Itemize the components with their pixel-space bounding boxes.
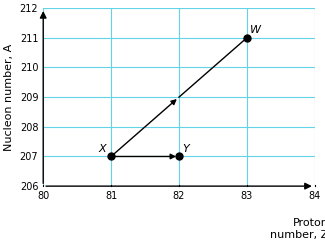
X-axis label: Proton
number, Z: Proton number, Z	[270, 218, 325, 240]
Text: W: W	[250, 25, 261, 35]
Y-axis label: Nucleon number, A: Nucleon number, A	[4, 44, 14, 151]
Text: X: X	[98, 143, 106, 154]
Text: Y: Y	[182, 143, 189, 154]
